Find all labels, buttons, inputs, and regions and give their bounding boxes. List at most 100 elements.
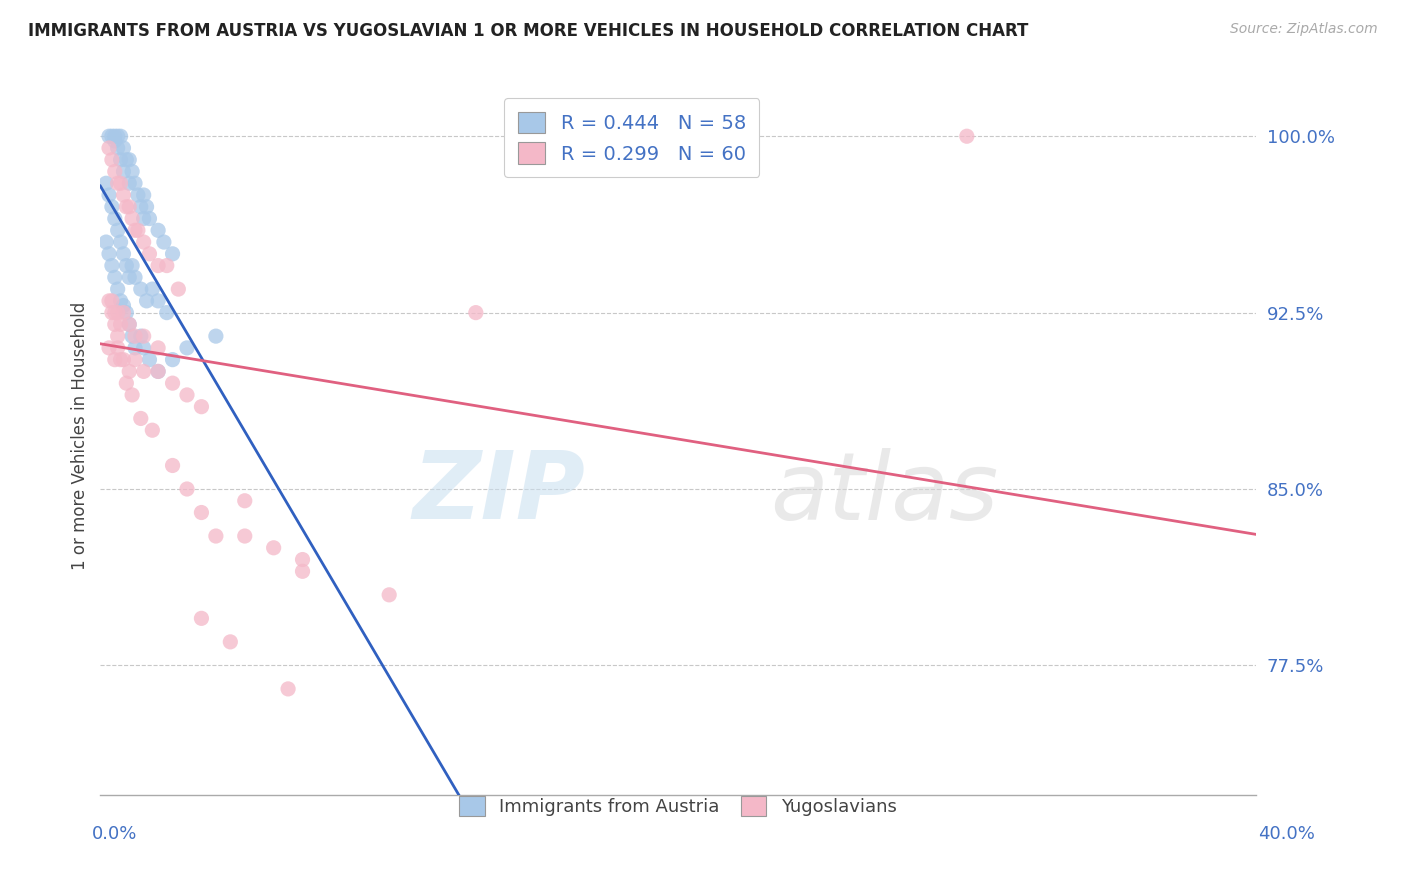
Point xyxy=(110,352,132,367)
Text: atlas: atlas xyxy=(770,448,998,539)
Point xyxy=(146,293,169,308)
Point xyxy=(104,211,127,226)
Point xyxy=(112,305,135,319)
Point xyxy=(233,493,256,508)
Point xyxy=(110,293,132,308)
Point xyxy=(98,129,121,144)
Point xyxy=(146,259,169,273)
Point xyxy=(277,681,299,696)
Text: IMMIGRANTS FROM AUSTRIA VS YUGOSLAVIAN 1 OR MORE VEHICLES IN HOUSEHOLD CORRELATI: IMMIGRANTS FROM AUSTRIA VS YUGOSLAVIAN 1… xyxy=(28,22,1029,40)
Point xyxy=(112,141,135,155)
Point xyxy=(118,200,141,214)
Text: Source: ZipAtlas.com: Source: ZipAtlas.com xyxy=(1230,22,1378,37)
Point xyxy=(135,200,157,214)
Point xyxy=(205,329,228,343)
Point xyxy=(124,352,146,367)
Point xyxy=(263,541,285,555)
Point xyxy=(104,318,127,332)
Point xyxy=(132,329,155,343)
Point xyxy=(107,129,129,144)
Point xyxy=(162,247,184,261)
Point xyxy=(115,259,138,273)
Point xyxy=(291,552,314,566)
Legend: Immigrants from Austria, Yugoslavians: Immigrants from Austria, Yugoslavians xyxy=(450,788,905,825)
Point xyxy=(104,352,127,367)
Point xyxy=(107,141,129,155)
Point xyxy=(110,176,132,190)
Point xyxy=(118,364,141,378)
Point xyxy=(124,176,146,190)
Point xyxy=(146,364,169,378)
Point xyxy=(107,305,129,319)
Point xyxy=(118,318,141,332)
Point xyxy=(141,282,163,296)
Point xyxy=(135,293,157,308)
Point xyxy=(121,329,143,343)
Point xyxy=(124,270,146,285)
Point xyxy=(101,153,124,167)
Point xyxy=(118,318,141,332)
Point xyxy=(129,200,152,214)
Point xyxy=(205,529,228,543)
Point xyxy=(101,305,124,319)
Point xyxy=(167,282,190,296)
Point xyxy=(112,188,135,202)
Point xyxy=(112,247,135,261)
Point xyxy=(132,364,155,378)
Point xyxy=(124,329,146,343)
Point xyxy=(129,411,152,425)
Point xyxy=(146,364,169,378)
Point xyxy=(146,341,169,355)
Point xyxy=(112,299,135,313)
Point xyxy=(101,259,124,273)
Point xyxy=(464,305,486,319)
Point xyxy=(104,305,127,319)
Point xyxy=(132,211,155,226)
Point xyxy=(112,164,135,178)
Point xyxy=(104,164,127,178)
Point xyxy=(233,529,256,543)
Point xyxy=(101,129,124,144)
Point xyxy=(124,223,146,237)
Point xyxy=(162,458,184,473)
Point xyxy=(378,588,401,602)
Point xyxy=(291,564,314,578)
Point xyxy=(107,341,129,355)
Point xyxy=(138,211,160,226)
Point xyxy=(118,270,141,285)
Point xyxy=(138,352,160,367)
Point xyxy=(153,235,176,249)
Point xyxy=(98,247,121,261)
Point xyxy=(98,293,121,308)
Point xyxy=(129,282,152,296)
Point xyxy=(115,376,138,391)
Point xyxy=(98,188,121,202)
Point xyxy=(219,635,242,649)
Text: 0.0%: 0.0% xyxy=(91,825,136,843)
Point xyxy=(121,211,143,226)
Point xyxy=(121,259,143,273)
Point xyxy=(115,153,138,167)
Point xyxy=(129,329,152,343)
Point xyxy=(190,506,212,520)
Point xyxy=(146,223,169,237)
Point xyxy=(132,188,155,202)
Point xyxy=(132,341,155,355)
Point xyxy=(107,282,129,296)
Point xyxy=(104,129,127,144)
Point xyxy=(162,376,184,391)
Point xyxy=(118,153,141,167)
Point xyxy=(156,259,179,273)
Point xyxy=(101,200,124,214)
Point xyxy=(115,305,138,319)
Point xyxy=(132,235,155,249)
Point xyxy=(110,153,132,167)
Point xyxy=(190,611,212,625)
Point xyxy=(98,141,121,155)
Point xyxy=(115,200,138,214)
Point xyxy=(124,341,146,355)
Point xyxy=(127,223,149,237)
Point xyxy=(138,247,160,261)
Point xyxy=(107,329,129,343)
Point xyxy=(98,341,121,355)
